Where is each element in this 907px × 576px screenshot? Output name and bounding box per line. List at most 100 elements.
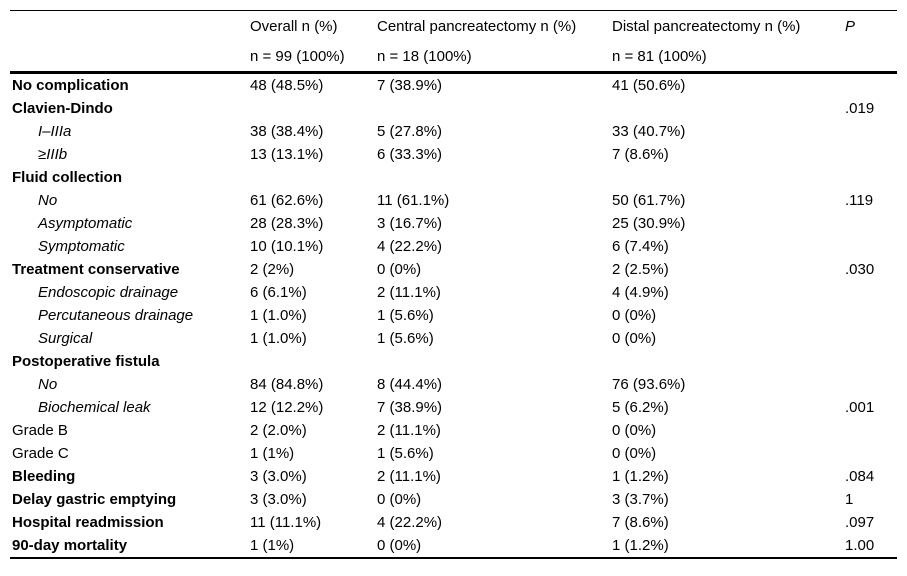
table-row: Treatment conservative 2 (2%) 0 (0%) 2 (… bbox=[10, 258, 897, 281]
central-cell: 7 (38.9%) bbox=[377, 77, 443, 94]
distal-cell: 4 (4.9%) bbox=[612, 284, 669, 301]
p-value-cell bbox=[843, 281, 897, 304]
row-label: Hospital readmission bbox=[12, 514, 164, 531]
table-row: Fluid collection bbox=[10, 166, 897, 189]
central-cell: 3 (16.7%) bbox=[377, 215, 443, 232]
p-value-cell: .030 bbox=[845, 261, 875, 278]
central-cell bbox=[375, 350, 610, 373]
p-value-cell: .001 bbox=[845, 399, 875, 416]
central-cell: 6 (33.3%) bbox=[377, 146, 443, 163]
overall-cell bbox=[248, 97, 375, 120]
p-value-cell: .084 bbox=[845, 468, 875, 485]
header-overall: Overall n (%) bbox=[250, 17, 338, 35]
distal-cell bbox=[610, 350, 843, 373]
table-row: Postoperative fistula bbox=[10, 350, 897, 373]
p-value-cell bbox=[843, 212, 897, 235]
header-p-blank bbox=[843, 41, 897, 74]
overall-cell: 1 (1.0%) bbox=[250, 307, 307, 324]
p-value-cell bbox=[843, 327, 897, 350]
overall-cell: 3 (3.0%) bbox=[250, 468, 307, 485]
overall-cell: 61 (62.6%) bbox=[250, 192, 324, 209]
p-value-cell: .019 bbox=[845, 100, 875, 117]
p-value-cell bbox=[843, 73, 897, 98]
distal-cell: 50 (61.7%) bbox=[612, 192, 686, 209]
distal-cell: 2 (2.5%) bbox=[612, 261, 669, 278]
central-cell: 4 (22.2%) bbox=[377, 514, 443, 531]
overall-cell: 2 (2.0%) bbox=[250, 422, 307, 439]
distal-cell: 41 (50.6%) bbox=[612, 77, 686, 94]
row-label: Surgical bbox=[38, 330, 93, 347]
overall-cell bbox=[248, 166, 375, 189]
row-label: Clavien-Dindo bbox=[12, 100, 113, 117]
p-value-cell bbox=[843, 442, 897, 465]
central-cell: 1 (5.6%) bbox=[377, 330, 434, 347]
distal-cell: 5 (6.2%) bbox=[612, 399, 669, 416]
p-value-cell: 1 bbox=[845, 491, 854, 508]
table-row: I–IIIa 38 (38.4%) 5 (27.8%) 33 (40.7%) bbox=[10, 120, 897, 143]
overall-cell: 1 (1%) bbox=[250, 445, 295, 462]
p-value-cell bbox=[843, 419, 897, 442]
distal-cell: 0 (0%) bbox=[612, 307, 657, 324]
header-row-counts: n = 99 (100%) n = 18 (100%) n = 81 (100%… bbox=[10, 41, 897, 74]
p-value-cell bbox=[843, 350, 897, 373]
row-label: I–IIIa bbox=[38, 123, 72, 140]
distal-cell: 7 (8.6%) bbox=[612, 514, 669, 531]
central-cell: 8 (44.4%) bbox=[377, 376, 443, 393]
distal-cell: 7 (8.6%) bbox=[612, 146, 669, 163]
table-row: No complication 48 (48.5%) 7 (38.9%) 41 … bbox=[10, 73, 897, 98]
row-label: Grade B bbox=[12, 422, 68, 439]
central-cell: 7 (38.9%) bbox=[377, 399, 443, 416]
row-label: Asymptomatic bbox=[38, 215, 133, 232]
central-cell: 0 (0%) bbox=[377, 537, 422, 554]
distal-cell: 1 (1.2%) bbox=[612, 468, 669, 485]
p-value-cell bbox=[843, 166, 897, 189]
table-row: Grade C 1 (1%) 1 (5.6%) 0 (0%) bbox=[10, 442, 897, 465]
distal-cell: 0 (0%) bbox=[612, 445, 657, 462]
overall-cell: 6 (6.1%) bbox=[250, 284, 307, 301]
overall-cell: 12 (12.2%) bbox=[250, 399, 324, 416]
table-header: Overall n (%) Central pancreatectomy n (… bbox=[10, 11, 897, 74]
distal-cell: 25 (30.9%) bbox=[612, 215, 686, 232]
row-label: No bbox=[38, 192, 58, 209]
row-label: Fluid collection bbox=[12, 169, 123, 186]
row-label: Treatment conservative bbox=[12, 261, 180, 278]
row-label: ≥IIIb bbox=[38, 146, 68, 163]
row-label: No complication bbox=[12, 77, 129, 94]
central-cell: 2 (11.1%) bbox=[377, 468, 441, 485]
header-p-value: P bbox=[845, 17, 856, 35]
central-cell: 11 (61.1%) bbox=[377, 192, 450, 209]
table-row: Asymptomatic 28 (28.3%) 3 (16.7%) 25 (30… bbox=[10, 212, 897, 235]
table-row: 90-day mortality 1 (1%) 0 (0%) 1 (1.2%) … bbox=[10, 534, 897, 558]
overall-cell: 13 (13.1%) bbox=[250, 146, 324, 163]
table-row: Delay gastric emptying 3 (3.0%) 0 (0%) 3… bbox=[10, 488, 897, 511]
distal-cell: 1 (1.2%) bbox=[612, 537, 669, 554]
header-central-n: n = 18 (100%) bbox=[375, 41, 610, 74]
header-overall-n: n = 99 (100%) bbox=[248, 41, 375, 74]
table-row: Grade B 2 (2.0%) 2 (11.1%) 0 (0%) bbox=[10, 419, 897, 442]
distal-cell: 3 (3.7%) bbox=[612, 491, 669, 508]
table-row: Symptomatic 10 (10.1%) 4 (22.2%) 6 (7.4%… bbox=[10, 235, 897, 258]
row-label: 90-day mortality bbox=[12, 537, 128, 554]
overall-cell: 28 (28.3%) bbox=[250, 215, 324, 232]
overall-cell: 3 (3.0%) bbox=[250, 491, 307, 508]
row-label: Delay gastric emptying bbox=[12, 491, 177, 508]
row-label: Percutaneous drainage bbox=[38, 307, 194, 324]
overall-cell: 11 (11.1%) bbox=[250, 514, 322, 531]
central-cell: 0 (0%) bbox=[377, 491, 422, 508]
central-cell: 1 (5.6%) bbox=[377, 445, 434, 462]
overall-cell: 10 (10.1%) bbox=[250, 238, 324, 255]
distal-cell bbox=[610, 97, 843, 120]
p-value-cell: .119 bbox=[845, 192, 874, 209]
row-label: Symptomatic bbox=[38, 238, 125, 255]
overall-cell: 2 (2%) bbox=[250, 261, 295, 278]
header-row-titles: Overall n (%) Central pancreatectomy n (… bbox=[10, 11, 897, 42]
header-label-blank bbox=[10, 11, 248, 42]
distal-cell: 0 (0%) bbox=[612, 422, 657, 439]
header-distal-n: n = 81 (100%) bbox=[610, 41, 843, 74]
central-cell: 0 (0%) bbox=[377, 261, 422, 278]
table-row: Clavien-Dindo .019 bbox=[10, 97, 897, 120]
table-row: Bleeding 3 (3.0%) 2 (11.1%) 1 (1.2%) .08… bbox=[10, 465, 897, 488]
central-cell: 2 (11.1%) bbox=[377, 284, 441, 301]
p-value-cell bbox=[843, 304, 897, 327]
row-label: Postoperative fistula bbox=[12, 353, 160, 370]
